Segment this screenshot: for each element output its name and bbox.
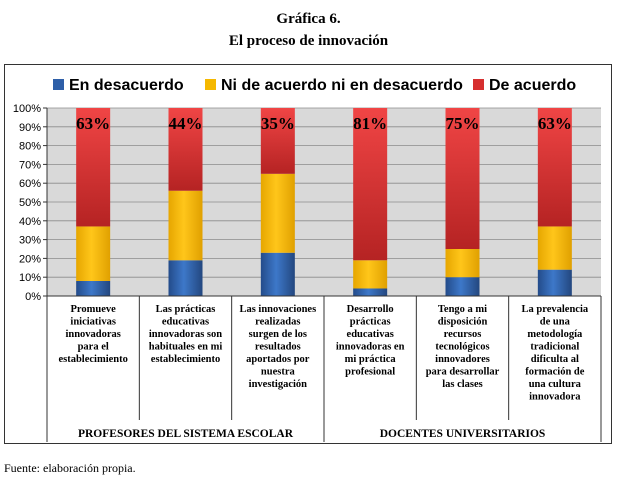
bar-de-acuerdo-6 — [537, 108, 572, 227]
category-label: La prevalencia de una metodología tradicion… — [522, 304, 589, 403]
bar-ni-de-acuerdo-ni-en-desacuerdo-3 — [260, 173, 295, 253]
y-tick-label: 80% — [19, 141, 41, 153]
bar-ni-de-acuerdo-ni-en-desacuerdo-1 — [76, 226, 111, 281]
source-note: Fuente: elaboración propia. — [4, 461, 136, 475]
group-label: DOCENTES UNIVERSITARIOS — [380, 428, 546, 440]
legend-label: De acuerdo — [489, 77, 576, 94]
bar-de-acuerdo-5 — [445, 108, 480, 249]
figure-title: Gráfica 6. — [276, 11, 341, 27]
y-tick-label: 100% — [13, 103, 41, 115]
y-tick-label: 50% — [19, 197, 41, 209]
chart-legend: En desacuerdo Ni de acuerdo ni en desacue… — [53, 77, 576, 94]
bar-ni-de-acuerdo-ni-en-desacuerdo-4 — [353, 260, 388, 289]
bar-ni-de-acuerdo-ni-en-desacuerdo-2 — [168, 190, 203, 261]
bar-en-desacuerdo-3 — [260, 252, 295, 296]
y-tick-label: 60% — [19, 178, 41, 190]
y-tick-label: 30% — [19, 235, 41, 247]
y-axis: 0% 10% 20% 30% 40% 50% 60% 70% 80% 90% 100% — [13, 103, 48, 303]
bar-en-desacuerdo-1 — [76, 280, 111, 296]
bar-en-desacuerdo-6 — [537, 269, 572, 296]
legend-swatch — [205, 79, 216, 90]
bar-ni-de-acuerdo-ni-en-desacuerdo-6 — [537, 226, 572, 270]
bar-en-desacuerdo-4 — [353, 288, 388, 296]
category-label: Promueve iniciativas innovadoras para el est… — [58, 304, 127, 365]
bar-de-acuerdo-1 — [76, 108, 111, 227]
y-tick-label: 40% — [19, 216, 41, 228]
y-tick-label: 10% — [19, 272, 41, 284]
data-label: 63% — [538, 114, 572, 133]
data-label: 75% — [446, 114, 480, 133]
y-tick-label: 70% — [19, 159, 41, 171]
category-label: Desarrollo prácticas educativas innovadoras… — [336, 304, 405, 378]
legend-swatch — [53, 79, 64, 90]
bars — [76, 108, 572, 296]
legend-label: Ni de acuerdo ni en desacuerdo — [221, 77, 463, 94]
legend-label: En desacuerdo — [69, 77, 184, 94]
category-label: Tengo a mi disposición recursos tecnológico… — [426, 304, 500, 390]
y-tick-label: 90% — [19, 122, 41, 134]
stacked-bar-chart: En desacuerdo Ni de acuerdo ni en desacue… — [13, 77, 602, 442]
data-label: 44% — [169, 114, 203, 133]
data-labels: 63% 44% 35% 81% 75% 63% — [76, 114, 572, 133]
category-label: Las prácticas educativas innovadoras son ha… — [149, 304, 223, 365]
category-table: Promueve iniciativas innovadoras para el est… — [46, 295, 602, 442]
group-label: PROFESORES DEL SISTEMA ESCOLAR — [78, 428, 294, 440]
y-tick-label: 20% — [19, 253, 41, 265]
legend-swatch — [473, 79, 484, 90]
data-label: 63% — [76, 114, 110, 133]
y-tick-label: 0% — [25, 291, 41, 303]
figure-subtitle: El proceso de innovación — [228, 33, 389, 49]
bar-de-acuerdo-3 — [260, 108, 295, 174]
bar-en-desacuerdo-2 — [168, 260, 203, 296]
bar-en-desacuerdo-5 — [445, 277, 480, 296]
bar-de-acuerdo-2 — [168, 108, 203, 191]
data-label: 81% — [353, 114, 387, 133]
data-label: 35% — [261, 114, 295, 133]
bar-ni-de-acuerdo-ni-en-desacuerdo-5 — [445, 249, 480, 278]
bar-de-acuerdo-4 — [353, 108, 388, 261]
gridlines — [47, 107, 601, 297]
chart-frame: En desacuerdo Ni de acuerdo ni en desacue… — [4, 64, 612, 444]
category-label: Las innovaciones realizadas surgen de los r… — [239, 304, 316, 390]
